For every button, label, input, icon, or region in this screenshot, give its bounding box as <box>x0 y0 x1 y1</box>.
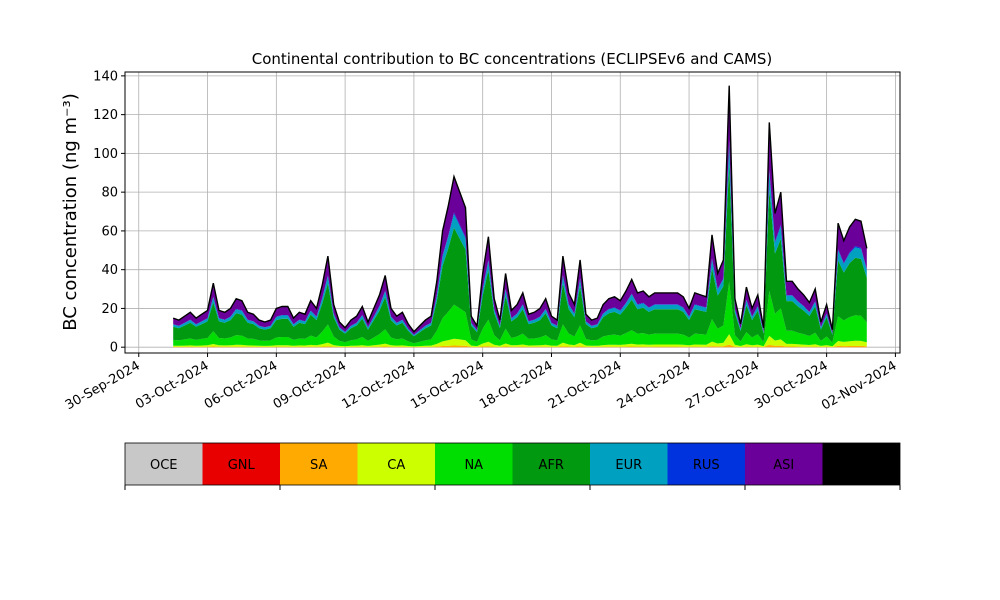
x-tick-label: 02-Nov-2024 <box>819 358 899 413</box>
legend-label-na: NA <box>464 458 483 473</box>
y-tick-label: 40 <box>101 263 118 278</box>
legend-colorbar: OCE GNL SA CA NA AFR EUR RUS ASI AUS <box>124 442 901 490</box>
legend-swatch-afr <box>512 443 590 485</box>
chart-title: Continental contribution to BC concentra… <box>252 50 773 68</box>
legend-label-ca: CA <box>387 458 405 473</box>
legend-swatch-asi <box>745 443 823 485</box>
x-tick-label: 21-Oct-2024 <box>546 358 624 412</box>
x-tick-label: 24-Oct-2024 <box>615 358 693 412</box>
legend-label-afr: AFR <box>539 458 564 473</box>
x-tick-label: 12-Oct-2024 <box>340 358 418 412</box>
x-tick-label: 18-Oct-2024 <box>477 358 555 412</box>
legend-swatch-sa <box>280 443 358 485</box>
y-tick-label: 100 <box>93 147 118 162</box>
legend-label-asi: ASI <box>773 458 794 473</box>
legend-swatch-aus <box>822 443 900 485</box>
legend-label-oce: OCE <box>150 458 178 473</box>
x-tick-label: 09-Oct-2024 <box>271 358 349 412</box>
y-axis-label: BC concentration (ng m⁻³) <box>60 93 81 331</box>
legend-label-aus: AUS <box>848 458 875 473</box>
y-tick-label: 60 <box>101 224 118 239</box>
legend-frame <box>124 442 901 486</box>
legend-swatch-oce <box>125 443 203 485</box>
y-tick-label: 120 <box>93 108 118 123</box>
area-asi <box>173 85 867 335</box>
legend-swatch-eur <box>590 443 668 485</box>
area-ca <box>173 334 867 347</box>
legend-label-gnl: GNL <box>228 458 256 473</box>
axes-frame <box>124 71 901 354</box>
legend-label-eur: EUR <box>615 458 642 473</box>
legend-swatch-ca <box>357 443 435 485</box>
y-axis: 0 20 40 60 80 100 120 140 <box>93 69 125 356</box>
y-tick-label: 80 <box>101 186 118 201</box>
x-tick-label: 06-Oct-2024 <box>202 358 280 412</box>
y-tick-label: 140 <box>93 69 118 84</box>
area-na <box>173 281 867 347</box>
legend-label-sa: SA <box>310 458 327 473</box>
legend-label-rus: RUS <box>693 458 720 473</box>
legend-swatch-gnl <box>202 443 280 485</box>
y-tick-label: 20 <box>101 302 118 317</box>
x-tick-label: 15-Oct-2024 <box>408 358 486 412</box>
x-tick-label: 03-Oct-2024 <box>133 358 211 412</box>
x-tick-label: 27-Oct-2024 <box>683 358 761 412</box>
stacked-areas <box>172 85 868 348</box>
x-tick-label: 30-Sep-2024 <box>63 358 143 413</box>
y-tick-label: 0 <box>110 341 118 356</box>
area-sa <box>173 344 867 348</box>
legend-swatch-na <box>435 443 513 485</box>
x-tick-label: 30-Oct-2024 <box>752 358 830 412</box>
plot-frame <box>124 71 901 354</box>
legend-swatch-rus <box>667 443 745 485</box>
total-line <box>172 85 868 333</box>
area-afr <box>173 164 867 344</box>
x-axis: 30-Sep-202403-Oct-202406-Oct-202409-Oct-… <box>63 353 899 413</box>
